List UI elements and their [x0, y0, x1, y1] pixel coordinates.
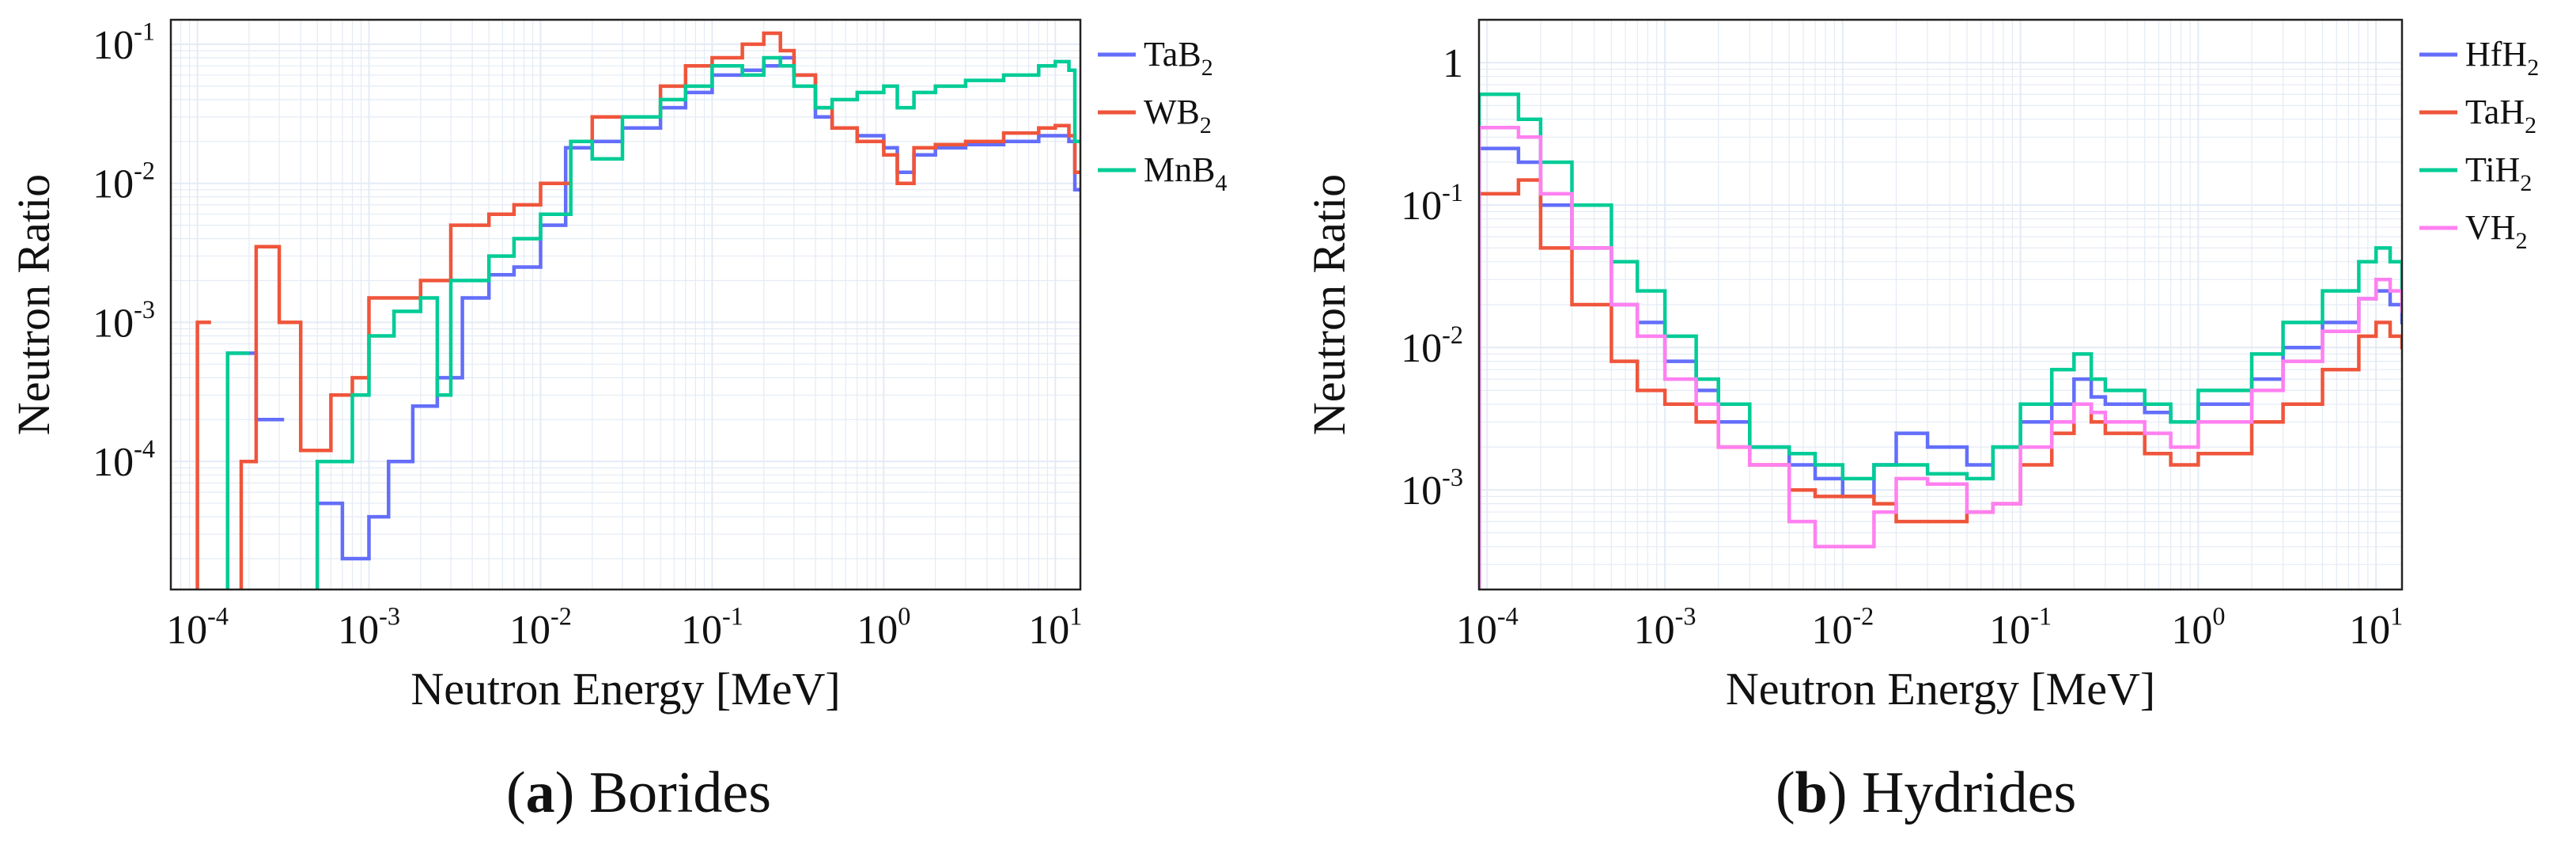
caption-b: (b) Hydrides: [1776, 760, 2077, 825]
grid: [1478, 19, 2402, 590]
x-tick-label: 10-2: [509, 602, 572, 653]
legend-label: TaB2: [1144, 35, 1213, 81]
x-tick-label: 10-1: [1989, 602, 2052, 653]
y-tick-label: 10-3: [93, 295, 155, 346]
legend: TaB2 WB2 MnB4: [1098, 35, 1227, 196]
x-tick-label: 10-4: [166, 602, 229, 653]
y-tick-label: 10-1: [1401, 178, 1463, 229]
legend-label: TaH2: [2465, 93, 2536, 138]
y-tick-label: 10-2: [1401, 320, 1463, 371]
y-axis-title: Neutron Ratio: [1303, 174, 1355, 435]
y-tick-label: 10-4: [93, 434, 155, 485]
series-line-vh2: [1479, 126, 2402, 590]
y-tick-label: 10-1: [93, 17, 155, 68]
series-line-tah2: [1479, 178, 2402, 590]
plot-frame: [1477, 18, 2404, 591]
x-tick-label: 100: [857, 602, 910, 653]
chart-panel-b: 10-4 10-3 10-2 10-1 100 101 10-3 10-2 10-1 1 Neutr…: [1303, 18, 2539, 715]
y-tick-label: 1: [1443, 41, 1463, 86]
legend: HfH2 TaH2 TiH2 VH2: [2419, 35, 2539, 254]
x-tick-label: 10-3: [1634, 602, 1697, 653]
x-tick-label: 100: [2171, 602, 2225, 653]
x-axis-title: Neutron Energy [MeV]: [410, 663, 840, 715]
x-tick-label: 101: [2349, 602, 2403, 653]
x-tick-label: 10-3: [338, 602, 400, 653]
series-line-tih2: [1479, 92, 2402, 590]
x-axis-title: Neutron Energy [MeV]: [1726, 663, 2155, 715]
legend-label: WB2: [1144, 93, 1212, 138]
legend-label: HfH2: [2465, 35, 2539, 81]
series-line-mnb4: [225, 55, 1080, 590]
legend-label: VH2: [2465, 208, 2528, 254]
x-tick-label: 10-2: [1811, 602, 1874, 653]
y-axis-title: Neutron Ratio: [8, 174, 59, 435]
plot-frame: [169, 18, 1082, 591]
x-tick-label: 10-1: [681, 602, 743, 653]
chart-panel-a: 10-4 10-3 10-2 10-1 100 101 10-4 10-3 10-2 10-1 Ne…: [8, 17, 1227, 715]
x-tick-label: 101: [1028, 602, 1082, 653]
x-tick-label: 10-4: [1456, 602, 1519, 653]
caption-a: (a) Borides: [506, 760, 772, 825]
grid: [170, 20, 1080, 590]
y-tick-label: 10-3: [1401, 463, 1463, 514]
legend-label: MnB4: [1144, 150, 1227, 196]
series-line-tab2: [225, 55, 1080, 590]
series-line-wb2: [195, 31, 1080, 590]
y-tick-label: 10-2: [93, 156, 155, 207]
legend-label: TiH2: [2465, 150, 2532, 196]
